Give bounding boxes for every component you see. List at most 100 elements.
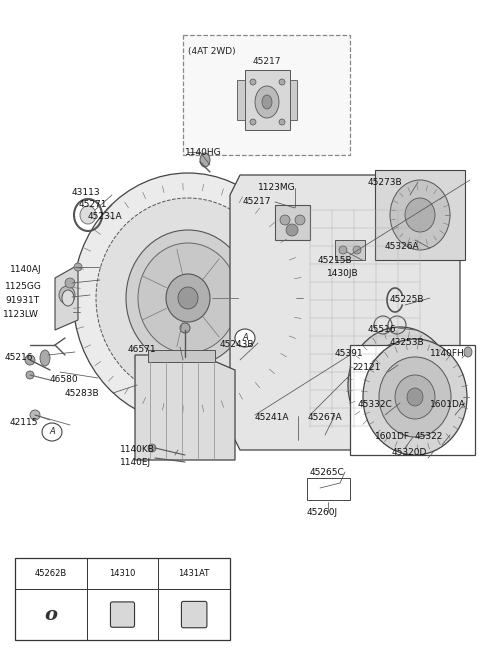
- Ellipse shape: [180, 323, 190, 333]
- Ellipse shape: [362, 343, 438, 427]
- Ellipse shape: [235, 329, 255, 347]
- Ellipse shape: [363, 339, 467, 455]
- Ellipse shape: [255, 86, 279, 118]
- Text: 45262B: 45262B: [35, 569, 67, 578]
- Text: (4AT 2WD): (4AT 2WD): [188, 47, 236, 56]
- Text: A: A: [49, 428, 55, 436]
- Text: 45241A: 45241A: [255, 413, 289, 422]
- Ellipse shape: [339, 246, 347, 254]
- Ellipse shape: [166, 274, 210, 322]
- Ellipse shape: [26, 371, 34, 379]
- Polygon shape: [230, 175, 460, 450]
- Text: 45326A: 45326A: [385, 242, 420, 251]
- Text: 45267A: 45267A: [308, 413, 343, 422]
- Text: 43253B: 43253B: [390, 338, 425, 347]
- FancyBboxPatch shape: [110, 602, 134, 627]
- Text: 45332C: 45332C: [358, 400, 393, 409]
- Bar: [15, 558, 230, 640]
- Ellipse shape: [395, 375, 435, 419]
- Ellipse shape: [262, 95, 272, 109]
- Ellipse shape: [280, 215, 290, 225]
- Text: 1123MG: 1123MG: [258, 183, 296, 192]
- Ellipse shape: [200, 153, 210, 167]
- Polygon shape: [245, 70, 290, 130]
- FancyBboxPatch shape: [181, 601, 207, 627]
- Bar: [307, 478, 350, 500]
- Ellipse shape: [353, 246, 361, 254]
- Text: 1140KB: 1140KB: [120, 445, 155, 454]
- Ellipse shape: [62, 290, 74, 306]
- Text: 1601DA: 1601DA: [430, 400, 466, 409]
- Ellipse shape: [250, 79, 256, 85]
- Text: 45320D: 45320D: [392, 448, 427, 457]
- Polygon shape: [275, 205, 310, 240]
- Text: 22121: 22121: [352, 363, 380, 372]
- Text: 1140EJ: 1140EJ: [120, 458, 151, 467]
- Text: 14310: 14310: [109, 569, 136, 578]
- Text: 1430JB: 1430JB: [327, 269, 359, 278]
- Text: 45217: 45217: [243, 197, 272, 206]
- Ellipse shape: [73, 173, 303, 423]
- Ellipse shape: [80, 206, 96, 224]
- Text: 46580: 46580: [50, 375, 79, 384]
- Text: 45322: 45322: [415, 432, 444, 441]
- Ellipse shape: [405, 198, 435, 232]
- Ellipse shape: [295, 215, 305, 225]
- Ellipse shape: [464, 347, 472, 357]
- Polygon shape: [135, 355, 235, 460]
- Text: 45271: 45271: [79, 200, 108, 209]
- Bar: [350, 345, 475, 455]
- Polygon shape: [55, 265, 78, 330]
- Text: 45216: 45216: [5, 353, 34, 362]
- Text: 45283B: 45283B: [65, 389, 100, 398]
- Ellipse shape: [148, 444, 156, 452]
- Ellipse shape: [286, 224, 298, 236]
- Ellipse shape: [178, 287, 198, 309]
- Text: 45516: 45516: [368, 325, 396, 334]
- Ellipse shape: [392, 376, 408, 394]
- Text: 45217: 45217: [252, 57, 281, 66]
- Ellipse shape: [42, 423, 62, 441]
- Text: 45273B: 45273B: [368, 178, 403, 187]
- Polygon shape: [335, 240, 365, 260]
- Text: 45265C: 45265C: [310, 468, 345, 477]
- Ellipse shape: [25, 355, 35, 365]
- Ellipse shape: [250, 119, 256, 125]
- Text: 45260J: 45260J: [307, 508, 338, 517]
- Ellipse shape: [74, 263, 82, 271]
- Polygon shape: [237, 80, 245, 120]
- Ellipse shape: [348, 327, 452, 443]
- Text: 46571: 46571: [128, 345, 156, 354]
- Ellipse shape: [279, 79, 285, 85]
- Text: 1140AJ: 1140AJ: [10, 265, 42, 274]
- Ellipse shape: [138, 243, 238, 353]
- Text: 45215B: 45215B: [318, 256, 353, 265]
- Text: o: o: [44, 606, 57, 624]
- Ellipse shape: [379, 357, 451, 437]
- Text: 45225B: 45225B: [390, 295, 424, 304]
- Text: 1125GG: 1125GG: [5, 282, 42, 291]
- Text: 45243B: 45243B: [220, 340, 254, 349]
- Text: 1140FH: 1140FH: [430, 349, 465, 358]
- Bar: [183, 35, 350, 155]
- Ellipse shape: [279, 119, 285, 125]
- Text: 42115: 42115: [10, 418, 38, 427]
- Text: 1123LW: 1123LW: [3, 310, 39, 319]
- Text: 45231A: 45231A: [88, 212, 122, 221]
- Ellipse shape: [126, 230, 250, 366]
- Ellipse shape: [382, 365, 418, 405]
- Ellipse shape: [30, 410, 40, 420]
- Ellipse shape: [390, 180, 450, 250]
- Text: 91931T: 91931T: [5, 296, 39, 305]
- Text: 1601DF: 1601DF: [375, 432, 410, 441]
- Ellipse shape: [65, 278, 75, 288]
- Ellipse shape: [407, 388, 423, 406]
- Text: 43113: 43113: [72, 188, 101, 197]
- Text: 45391: 45391: [335, 349, 364, 358]
- Text: 1140HG: 1140HG: [185, 148, 222, 157]
- Text: 1431AT: 1431AT: [179, 569, 210, 578]
- Ellipse shape: [96, 198, 280, 398]
- Text: A: A: [242, 333, 248, 343]
- Ellipse shape: [59, 286, 75, 304]
- Ellipse shape: [40, 350, 50, 366]
